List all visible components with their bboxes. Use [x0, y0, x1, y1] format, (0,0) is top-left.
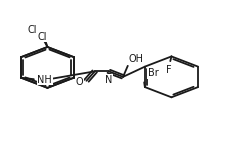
Text: NH: NH	[37, 75, 52, 85]
Text: O: O	[76, 77, 84, 87]
Text: N: N	[105, 75, 113, 85]
Text: Br: Br	[148, 68, 158, 78]
Text: Cl: Cl	[28, 25, 37, 35]
Text: OH: OH	[129, 54, 144, 64]
Text: Cl: Cl	[38, 32, 48, 42]
Text: F: F	[166, 65, 172, 75]
